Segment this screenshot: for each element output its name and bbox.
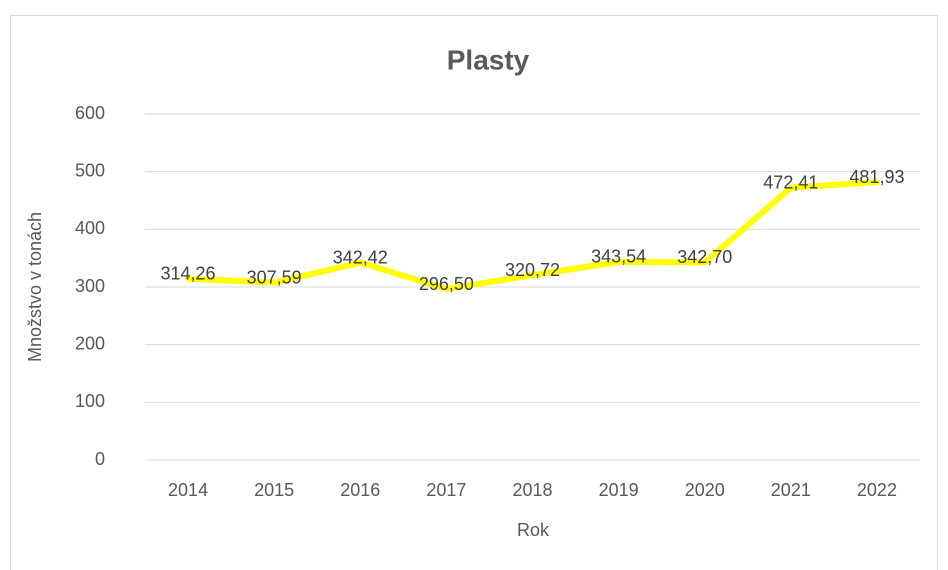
y-axis-title: Množstvo v tonách: [25, 212, 45, 362]
x-axis-title: Rok: [517, 520, 550, 540]
x-tick-label: 2019: [599, 480, 639, 500]
data-label: 481,93: [849, 167, 904, 187]
y-tick-label: 600: [75, 103, 105, 123]
x-tick-label: 2014: [168, 480, 208, 500]
x-tick-label: 2021: [771, 480, 811, 500]
y-tick-label: 400: [75, 218, 105, 238]
data-label: 296,50: [419, 274, 474, 294]
x-tick-label: 2022: [857, 480, 897, 500]
y-tick-label: 200: [75, 333, 105, 353]
chart-border: [10, 15, 938, 570]
y-tick-label: 500: [75, 160, 105, 180]
y-tick-label: 0: [95, 449, 105, 469]
data-label: 343,54: [591, 247, 646, 267]
chart-title: Plasty: [447, 44, 530, 75]
y-tick-label: 100: [75, 391, 105, 411]
x-tick-label: 2016: [340, 480, 380, 500]
data-label: 320,72: [505, 260, 560, 280]
x-tick-label: 2020: [685, 480, 725, 500]
data-label: 314,26: [161, 264, 216, 284]
data-label: 472,41: [763, 172, 818, 192]
line: [185, 179, 880, 293]
x-tick-label: 2015: [254, 480, 294, 500]
data-label: 342,42: [333, 247, 388, 267]
data-label: 307,59: [247, 267, 302, 287]
x-tick-label: 2018: [512, 480, 552, 500]
data-label: 342,70: [677, 247, 732, 267]
y-tick-label: 300: [75, 276, 105, 296]
x-tick-label: 2017: [426, 480, 466, 500]
